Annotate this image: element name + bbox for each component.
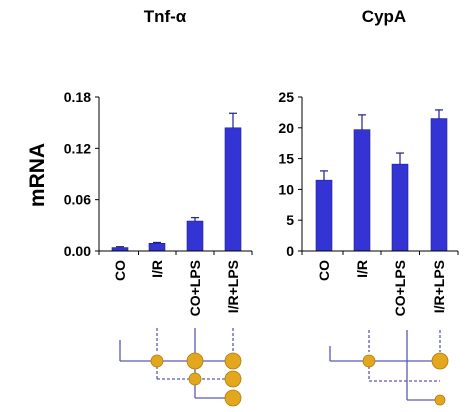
treatment-node-small bbox=[362, 354, 376, 368]
cypa-x-tick-label: I/R bbox=[354, 260, 370, 278]
cypa-bar-0 bbox=[315, 179, 333, 252]
tnf-alpha-axes bbox=[95, 96, 253, 255]
tnf-alpha-bar-3 bbox=[224, 127, 242, 252]
tnf-alpha-bars bbox=[111, 127, 242, 252]
tnf-alpha-x-tick-label: I/R+LPS bbox=[225, 260, 241, 313]
cypa-x-tick-label: CO+LPS bbox=[392, 260, 408, 316]
tnf-alpha-bar-0 bbox=[111, 247, 129, 252]
cypa-bar-1 bbox=[353, 129, 371, 252]
cypa-y-tick-label: 15 bbox=[278, 151, 294, 167]
treatment-node-small bbox=[434, 394, 446, 406]
tnf-alpha-bar-2 bbox=[186, 220, 204, 252]
cypa-y-tick-label: 5 bbox=[286, 212, 294, 228]
cypa-error-bars bbox=[320, 109, 443, 181]
tnf-alpha-error-bar-1 bbox=[153, 241, 161, 244]
cypa-y-tick-label: 20 bbox=[278, 120, 294, 136]
tnf-alpha-y-tick-label: 0.00 bbox=[64, 243, 91, 259]
treatment-node-large bbox=[431, 352, 449, 370]
tnf-alpha-error-bar-3 bbox=[229, 112, 237, 128]
cypa-bar-3 bbox=[430, 118, 448, 252]
treatment-node-large bbox=[224, 370, 242, 388]
cypa-bars bbox=[315, 118, 448, 252]
tnf-alpha-x-tick-label: CO+LPS bbox=[187, 260, 203, 316]
cypa-error-bar-2 bbox=[396, 152, 404, 165]
cypa-axes bbox=[298, 96, 459, 255]
cypa-y-ticks: 0 5 10 15 20 25 bbox=[278, 89, 294, 259]
tnf-alpha-error-bar-2 bbox=[191, 217, 199, 222]
cypa-x-tick-label: CO bbox=[316, 260, 332, 281]
tnf-alpha-x-labels: CO I/R CO+LPS I/R+LPS bbox=[112, 260, 241, 317]
cypa-bar-2 bbox=[391, 163, 409, 252]
y-axis-label: mRNA bbox=[26, 143, 49, 207]
cypa-y-tick-label: 10 bbox=[278, 181, 294, 197]
cypa-y-tick-label: 0 bbox=[286, 243, 294, 259]
cypa-x-tick-label: I/R+LPS bbox=[431, 260, 447, 313]
cypa-error-bar-1 bbox=[358, 114, 366, 130]
cypa-x-labels: CO I/R CO+LPS I/R+LPS bbox=[316, 260, 447, 317]
treatment-node-small bbox=[150, 354, 164, 368]
tnf-alpha-x-tick-label: I/R bbox=[149, 260, 165, 278]
tnf-alpha-y-tick-label: 0.06 bbox=[64, 192, 91, 208]
treatment-node-large bbox=[186, 352, 204, 370]
treatment-node-large bbox=[224, 389, 242, 407]
cypa-error-bar-3 bbox=[435, 109, 443, 119]
cypa-treatment-diagram bbox=[329, 330, 449, 406]
tnf-alpha-y-tick-label: 0.12 bbox=[64, 140, 91, 156]
tnf-alpha-x-tick-label: CO bbox=[112, 260, 128, 281]
cypa-error-bar-0 bbox=[320, 170, 328, 181]
cypa-panel: CypA 0 5 10 15 20 25 CO I/R CO+LPS I/R+LPS bbox=[278, 7, 459, 317]
tnf-alpha-y-tick-label: 0.18 bbox=[64, 89, 91, 105]
tnf-alpha-error-bar-0 bbox=[116, 246, 124, 248]
tnf-alpha-y-ticks: 0.00 0.06 0.12 0.18 bbox=[64, 89, 91, 259]
cypa-y-tick-label: 25 bbox=[278, 89, 294, 105]
treatment-node-large bbox=[224, 352, 242, 370]
tnf-alpha-panel: Tnf-α 0.00 0.06 0.12 0.18 CO I/R CO+LPS I/R+LP… bbox=[64, 7, 253, 317]
treatment-node-small bbox=[188, 372, 202, 386]
tnf-alpha-treatment-diagram bbox=[119, 328, 242, 407]
tnf-alpha-error-bars bbox=[116, 112, 237, 248]
tnf-alpha-title: Tnf-α bbox=[144, 7, 187, 26]
cypa-title: CypA bbox=[362, 7, 406, 26]
tnf-alpha-bar-1 bbox=[148, 243, 166, 252]
